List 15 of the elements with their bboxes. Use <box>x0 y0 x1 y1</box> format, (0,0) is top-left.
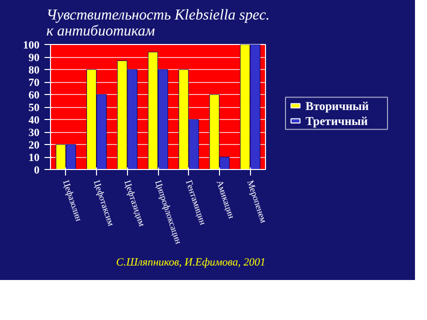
y-tick-label: 50 <box>28 102 40 114</box>
y-tick-label: 90 <box>28 52 40 64</box>
y-tick-label: 40 <box>28 114 40 126</box>
y-tick-label: 100 <box>23 40 40 52</box>
y-tick-label: 30 <box>28 127 40 139</box>
y-tick-label: 70 <box>28 77 40 89</box>
text: С.Шляпников, И.Ефимова, 2001 <box>116 256 266 268</box>
y-tick-label: 10 <box>28 152 40 164</box>
legend-label: Третичный <box>306 114 368 128</box>
chart-title: Чувствительность Klebsiella spec. к антибиотикам <box>46 8 270 40</box>
y-tick-label: 80 <box>28 64 40 76</box>
legend-label: Вторичный <box>306 98 369 113</box>
y-tick-label: 0 <box>34 164 40 176</box>
y-tick-label: 60 <box>28 90 40 102</box>
y-tick-label: 20 <box>28 140 40 152</box>
